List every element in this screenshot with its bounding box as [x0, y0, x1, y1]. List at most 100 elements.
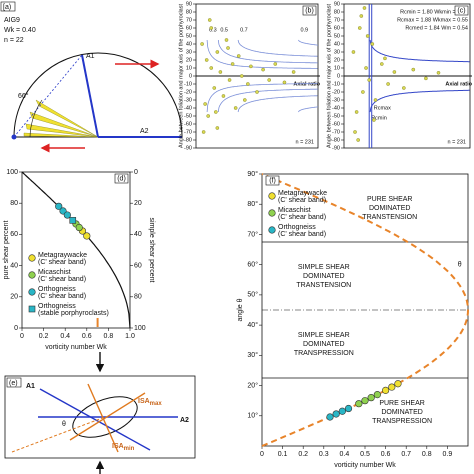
y-axis-title: Angle between foliation and major axis o… — [326, 4, 332, 148]
y-tick-label: 60 — [10, 231, 18, 238]
legend-note: (C' shear band) — [278, 197, 326, 204]
y-tick-label: 70 — [186, 17, 192, 23]
y-tick-label: -80 — [184, 137, 192, 143]
panel-label: (f) — [269, 178, 276, 185]
y-tick-label: 60° — [247, 261, 258, 269]
region-label: DOMINATED — [303, 341, 344, 348]
panel-a: [a) AIG9 Wk = 0.40 n = 22 66° A1 A2 — [0, 1, 183, 153]
theta-label: θ — [62, 421, 66, 428]
x-axis-title: vorticity number Wk — [334, 462, 396, 469]
point — [69, 217, 77, 224]
fan — [35, 99, 99, 138]
n: n = 22 — [4, 37, 24, 44]
panel-e: (e) A1 A2 ISAmax ISAmin θ — [4, 375, 196, 459]
y-tick-label: 70 — [334, 17, 340, 23]
point — [227, 78, 232, 82]
y-tick-label: 20 — [186, 57, 192, 63]
y-tick-label: 40 — [10, 262, 18, 269]
isa-max-label: ISAmax — [138, 398, 162, 407]
point — [215, 50, 220, 54]
point — [218, 70, 223, 74]
x-axis-title: Axial ratio — [293, 81, 320, 87]
theory-curve — [217, 88, 318, 113]
y-tick-label: 30° — [247, 351, 258, 359]
point — [338, 407, 346, 415]
point — [207, 18, 212, 22]
point — [353, 130, 357, 134]
y2-tick-label: 20 — [134, 200, 142, 207]
theory-curve — [206, 83, 318, 113]
fan — [25, 123, 99, 138]
a2-label: A2 — [180, 417, 189, 424]
panel-box — [0, 1, 16, 12]
point — [209, 66, 214, 70]
point — [83, 232, 91, 240]
y-tick-label: -40 — [332, 105, 340, 111]
curve-label: 0.9 — [300, 27, 308, 33]
y-axis-title: pure shear percent — [3, 221, 10, 280]
a2-label: A2 — [140, 128, 149, 135]
panel-box — [265, 175, 280, 186]
point — [354, 110, 359, 114]
point — [326, 413, 334, 421]
a1-label: A1 — [86, 53, 95, 60]
point — [361, 90, 365, 94]
point — [373, 391, 381, 399]
region-label: TRANSTENSION — [362, 214, 417, 221]
legend-swatch — [28, 288, 36, 296]
panel-box — [302, 5, 317, 16]
x-tick-label: 0.8 — [104, 333, 114, 340]
point — [249, 64, 253, 69]
legend-label: Micaschist — [38, 269, 71, 276]
y-tick-label: 70° — [247, 230, 258, 238]
y-tick-label: -30 — [184, 97, 192, 103]
point — [246, 82, 250, 86]
y-tick-label: -90 — [332, 145, 340, 151]
legend-note: (C' shear band) — [38, 259, 86, 266]
y-tick-label: 10° — [247, 412, 258, 420]
point — [392, 70, 397, 74]
y2-tick-label: 80 — [134, 294, 142, 301]
panel: -90 -80 -70 -60 -50 -40 -30 -20 -10 0 10 20 30 40 50 60… — [326, 1, 472, 151]
point — [332, 410, 340, 418]
y-axis-title: Angle between foliation and major axis o… — [178, 4, 184, 148]
y-tick-label: -20 — [332, 89, 340, 95]
point — [344, 404, 353, 413]
note: n = 231 — [295, 139, 314, 145]
y-tick-label: -60 — [332, 121, 340, 127]
x-tick-label: 0.9 — [443, 451, 453, 458]
y-tick-label: 0 — [14, 325, 18, 332]
theory-curve — [206, 39, 318, 69]
x-tick-label: 0.4 — [340, 451, 350, 458]
ellipse — [72, 396, 138, 438]
y-tick-label: 40 — [186, 41, 192, 47]
region-label: TRANSPRESSION — [294, 350, 354, 357]
y-tick-label: -90 — [184, 145, 192, 151]
y2-axis-title: simple shear percent — [148, 218, 155, 283]
theory-curve — [237, 39, 318, 57]
sample: AIG9 — [4, 17, 20, 24]
point — [411, 67, 416, 72]
x-tick-label: 0.4 — [60, 333, 70, 340]
theory-curve — [217, 39, 318, 64]
legend-swatch — [268, 226, 276, 234]
point — [255, 90, 259, 94]
curve-label: 0.3 — [209, 27, 217, 33]
curve-label: 0.5 — [220, 27, 228, 33]
legend-note: (C' shear band) — [38, 276, 86, 283]
flow-apophysis — [11, 416, 106, 453]
y-tick-label: 10 — [186, 65, 192, 71]
y-tick-label: 100 — [6, 169, 18, 176]
region-label: DOMINATED — [369, 205, 410, 212]
wk: Wk = 0.40 — [4, 27, 36, 34]
legend-note: (stable porphyroclasts) — [38, 310, 109, 317]
point — [351, 50, 356, 54]
curve-label: 0.7 — [240, 27, 248, 33]
region-label: SIMPLE SHEAR — [298, 332, 350, 339]
point — [267, 78, 272, 82]
y-tick-label: 60 — [186, 25, 192, 31]
region-label: PURE SHEAR — [379, 400, 425, 407]
panel: 0 20 40 60 80 100 0 20 40 60 80 100 0 0.2 0.4 0.6 0.8 1.0… — [3, 169, 155, 351]
y-tick-label: 0 — [337, 73, 340, 79]
point — [370, 42, 375, 46]
